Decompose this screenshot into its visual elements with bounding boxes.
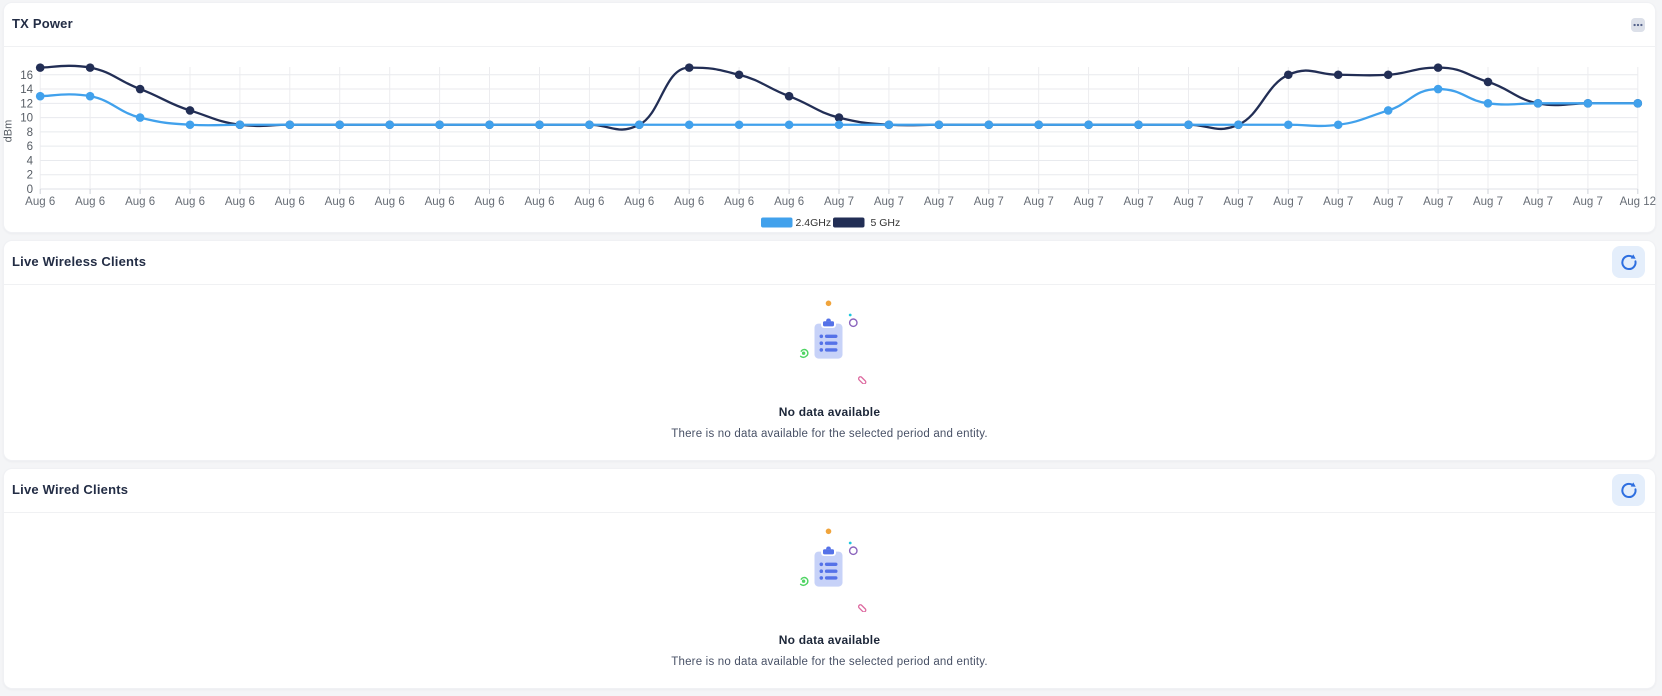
svg-text:Aug 6: Aug 6 — [75, 196, 105, 208]
svg-text:Aug 6: Aug 6 — [524, 196, 554, 208]
svg-text:Aug 7: Aug 7 — [974, 196, 1004, 208]
svg-text:14: 14 — [20, 84, 33, 96]
svg-text:Aug 7: Aug 7 — [1373, 196, 1403, 208]
svg-text:Aug 12: Aug 12 — [1620, 196, 1656, 208]
svg-text:Aug 6: Aug 6 — [175, 196, 205, 208]
svg-text:Aug 6: Aug 6 — [375, 196, 405, 208]
svg-text:Aug 7: Aug 7 — [824, 196, 854, 208]
svg-text:Aug 6: Aug 6 — [574, 196, 604, 208]
svg-text:Aug 7: Aug 7 — [1173, 196, 1203, 208]
svg-text:Aug 6: Aug 6 — [25, 196, 55, 208]
svg-text:4: 4 — [27, 155, 34, 167]
svg-text:Aug 7: Aug 7 — [1573, 196, 1603, 208]
svg-text:Aug 6: Aug 6 — [275, 196, 305, 208]
svg-text:12: 12 — [20, 98, 33, 110]
svg-text:Aug 7: Aug 7 — [1024, 196, 1054, 208]
svg-text:Aug 7: Aug 7 — [1423, 196, 1453, 208]
svg-text:Aug 6: Aug 6 — [325, 196, 355, 208]
svg-text:Aug 6: Aug 6 — [724, 196, 754, 208]
svg-text:Aug 7: Aug 7 — [1523, 196, 1553, 208]
svg-text:Aug 7: Aug 7 — [1273, 196, 1303, 208]
svg-text:Aug 6: Aug 6 — [674, 196, 704, 208]
svg-text:2.4GHz: 2.4GHz — [796, 217, 832, 229]
svg-text:Aug 6: Aug 6 — [624, 196, 654, 208]
svg-text:Aug 7: Aug 7 — [1323, 196, 1353, 208]
svg-text:Aug 7: Aug 7 — [1223, 196, 1253, 208]
svg-text:8: 8 — [27, 127, 33, 139]
svg-text:Aug 6: Aug 6 — [125, 196, 155, 208]
svg-text:Aug 6: Aug 6 — [774, 196, 804, 208]
svg-text:Aug 7: Aug 7 — [1074, 196, 1104, 208]
svg-text:Aug 7: Aug 7 — [924, 196, 954, 208]
svg-text:Aug 6: Aug 6 — [474, 196, 504, 208]
svg-text:Aug 7: Aug 7 — [1473, 196, 1503, 208]
svg-text:dBm: dBm — [3, 120, 15, 143]
svg-text:Aug 7: Aug 7 — [874, 196, 904, 208]
svg-text:10: 10 — [20, 113, 33, 125]
svg-text:16: 16 — [20, 70, 33, 82]
svg-text:Aug 6: Aug 6 — [225, 196, 255, 208]
svg-text:2: 2 — [27, 170, 33, 182]
svg-text:Aug 6: Aug 6 — [425, 196, 455, 208]
svg-text:0: 0 — [27, 184, 33, 196]
svg-text:5 GHz: 5 GHz — [871, 217, 901, 229]
svg-text:Aug 7: Aug 7 — [1123, 196, 1153, 208]
svg-text:6: 6 — [27, 141, 33, 153]
